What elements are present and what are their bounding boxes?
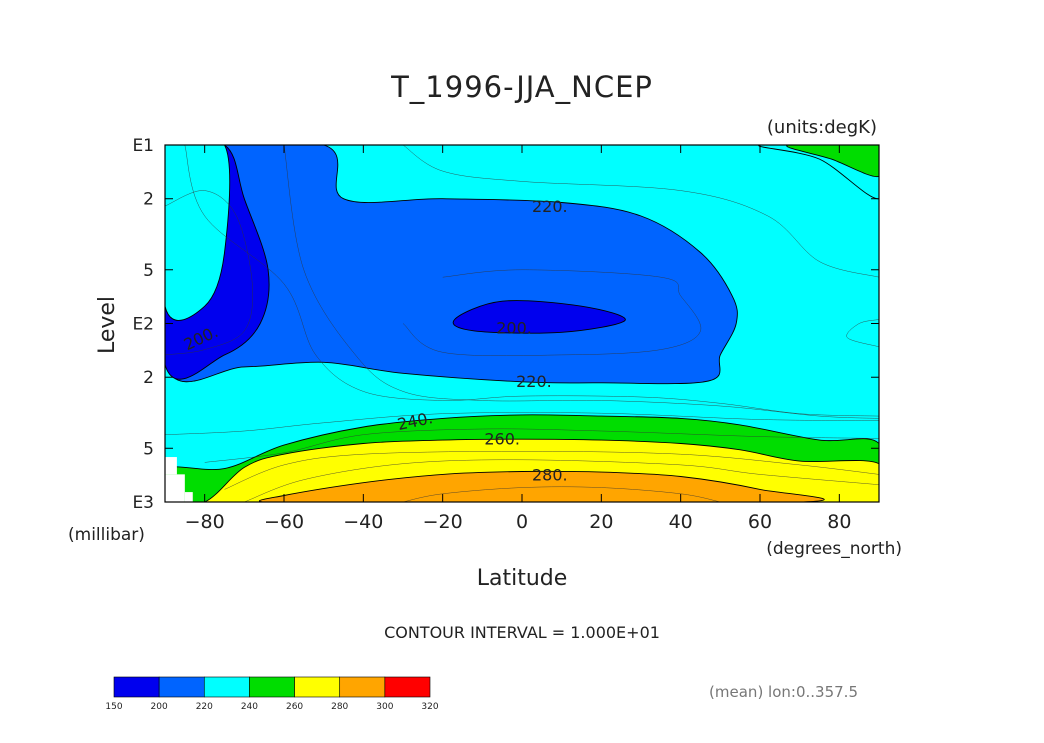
contour-line-0 <box>165 190 253 356</box>
contour-interval-text: CONTOUR INTERVAL = 1.000E+01 <box>384 623 660 642</box>
contour-line-6 <box>204 428 879 463</box>
region-240-260-6 <box>786 145 879 178</box>
colorbar-swatch-2 <box>203 676 250 698</box>
y-units-label: (millibar) <box>68 525 145 545</box>
contour-line-1 <box>184 145 879 417</box>
y-axis-label: Level <box>95 296 120 354</box>
y-tick-label-5: 5 <box>143 439 154 459</box>
y-tick-label-3: E2 <box>132 315 154 335</box>
x-tick-label-3: −20 <box>423 511 463 533</box>
colorbar-swatch-4 <box>294 676 341 698</box>
colorbar-swatch-5 <box>339 676 386 698</box>
y-tick-label-2: 5 <box>143 261 154 281</box>
colorbar-level-7: 320 <box>421 702 438 712</box>
colorbar-level-6: 300 <box>376 702 393 712</box>
contour-line-2 <box>283 145 879 419</box>
y-tick-label-1: 2 <box>143 190 154 210</box>
x-tick-label-7: 60 <box>748 511 772 533</box>
colorbar-swatch-0 <box>113 676 160 698</box>
missing-cell-2 <box>184 492 193 502</box>
colorbar-level-0: 150 <box>105 702 122 712</box>
x-tick-label-2: −40 <box>343 511 383 533</box>
region-220-240-3 <box>165 145 231 321</box>
colorbar-swatch-6 <box>384 676 431 698</box>
contour-line-4 <box>402 145 879 278</box>
colorbar-level-1: 200 <box>151 702 168 712</box>
contour-label-1: 200. <box>496 318 532 337</box>
colorbar-swatch-1 <box>158 676 205 698</box>
x-tick-label-1: −60 <box>264 511 304 533</box>
y-tick-label-6: E3 <box>132 493 154 513</box>
colorbar-level-5: 280 <box>331 702 348 712</box>
x-tick-label-0: −80 <box>185 511 225 533</box>
contour-line-8 <box>244 459 879 502</box>
units-label: (units:degK) <box>767 117 877 138</box>
contour-label-5: 260. <box>484 429 520 448</box>
colorbar-level-2: 220 <box>196 702 213 712</box>
contour-line-10 <box>846 319 879 348</box>
x-tick-label-5: 20 <box>589 511 613 533</box>
x-tick-label-8: 80 <box>827 511 851 533</box>
contour-label-6: 280. <box>532 465 568 484</box>
missing-cell-0 <box>165 457 177 475</box>
contour-label-2: 220. <box>532 197 568 216</box>
y-tick-label-0: E1 <box>132 136 154 156</box>
contour-label-3: 220. <box>516 372 552 391</box>
x-units-label: (degrees_north) <box>766 539 902 559</box>
contour-line-9 <box>402 486 721 502</box>
y-tick-label-4: 2 <box>143 368 154 388</box>
x-axis-label: Latitude <box>477 566 568 591</box>
chart-title: T_1996-JJA_NCEP <box>390 70 653 104</box>
contour-line-3 <box>402 269 702 356</box>
colorbar-level-4: 260 <box>286 702 303 712</box>
footnote: (mean) lon:0..357.5 <box>709 683 858 701</box>
colorbar-level-3: 240 <box>241 702 258 712</box>
contour-line-5 <box>165 412 879 435</box>
missing-cell-1 <box>165 474 185 502</box>
region-150-200-2 <box>452 300 626 334</box>
colorbar-swatch-3 <box>249 676 295 698</box>
x-tick-label-4: 0 <box>516 511 528 533</box>
contour-line-7 <box>224 451 879 490</box>
x-tick-label-6: 40 <box>669 511 693 533</box>
